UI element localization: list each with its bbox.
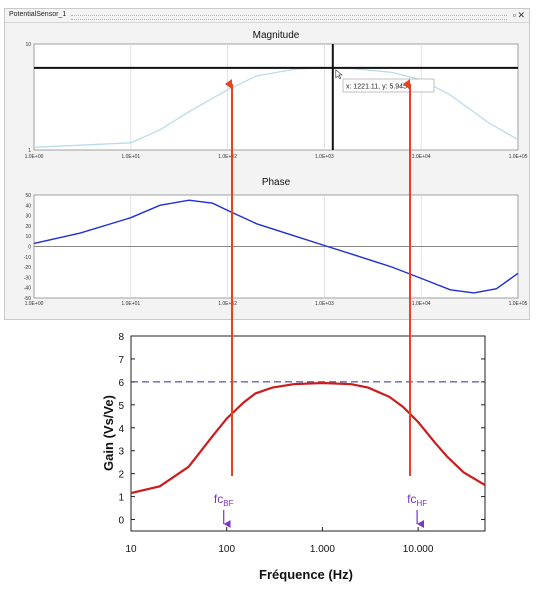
fc-label-subscript: BF <box>223 499 233 508</box>
phase-plot: Phase 1.0E+00 1.0E+01 1.0E+02 1.0E+03 1.0E+0… <box>24 177 528 307</box>
gain-y-tick-label: 2 <box>118 470 124 481</box>
phase-x-tick-label: 1.0E+00 <box>25 301 44 307</box>
fc-label-main: fc <box>214 492 223 506</box>
phase-y-tick-label: 10 <box>25 234 31 240</box>
gain-x-axis-label: Fréquence (Hz) <box>259 567 353 582</box>
close-icon[interactable]: ✕ <box>517 10 525 20</box>
restore-window-icon[interactable]: ▫ <box>512 10 516 20</box>
gain-y-tick-label: 0 <box>118 516 124 527</box>
gain-plot-frame <box>130 335 486 532</box>
phase-x-tick-label: 1.0E+01 <box>121 301 140 307</box>
phase-y-tick-label: 0 <box>28 245 31 251</box>
cursor-tooltip: x: 1221.11, y: 5.9455 <box>342 78 435 93</box>
phase-y-tick-label: 20 <box>25 224 31 230</box>
gain-y-tick-label: 5 <box>118 401 124 412</box>
drag-grip[interactable] <box>71 15 507 20</box>
phase-y-tick-label: 40 <box>25 203 31 209</box>
phase-y-tick-label: 30 <box>25 214 31 220</box>
gain-y-axis-label: Gain (Vs/Ve) <box>101 395 116 471</box>
fc-label: fcBF <box>214 492 234 508</box>
gain-series-line <box>130 381 486 495</box>
phase-x-tick-label: 1.0E+04 <box>412 301 431 307</box>
phase-x-tick-label: 1.0E+03 <box>315 301 334 307</box>
magnitude-x-tick-label: 1.0E+02 <box>218 154 237 160</box>
magnitude-x-tick-label: 1.0E+01 <box>121 154 140 160</box>
phase-y-tick-label: -50 <box>24 296 31 302</box>
phase-series-line <box>33 199 519 294</box>
gain-y-tick-label: 4 <box>118 424 124 435</box>
gain-y-tick-label: 8 <box>118 332 124 343</box>
magnitude-x-tick-label: 1.0E+03 <box>315 154 334 160</box>
phase-y-tick-label: -40 <box>24 286 31 292</box>
annotation-arrows <box>225 79 411 476</box>
phase-y-tick-label: -10 <box>24 255 31 261</box>
magnitude-plot-area <box>33 43 519 151</box>
gain-x-tick-label: 1.000 <box>310 544 335 555</box>
fc-label-main: fc <box>407 492 416 506</box>
fc-label: fcHF <box>407 492 427 508</box>
phase-x-tick-label: 1.0E+02 <box>218 301 237 307</box>
phase-title: Phase <box>262 177 291 188</box>
gain-x-tick-label: 10 <box>125 544 137 555</box>
cursor-tooltip-text: x: 1221.11, y: 5.9455 <box>346 84 411 91</box>
gain-x-tick-label: 10.000 <box>403 544 434 555</box>
phase-y-tick-label: -30 <box>24 275 31 281</box>
phase-y-tick-label: -20 <box>24 265 31 271</box>
mouse-pointer-icon <box>335 69 343 80</box>
fc-label-subscript: HF <box>416 499 427 508</box>
magnitude-plot: Magnitude 1.0E+00 1.0E+01 1.0E+02 1.0E+03 1.… <box>25 30 528 160</box>
gain-y-tick-label: 7 <box>118 355 124 366</box>
gain-y-tick-label: 3 <box>118 447 124 458</box>
magnitude-title: Magnitude <box>253 30 300 41</box>
magnitude-y-tick-label: 1 <box>28 148 31 154</box>
panel-titlebar[interactable]: PotentialSensor_1 ▫ ✕ <box>5 9 529 23</box>
magnitude-x-tick-label: 1.0E+04 <box>412 154 431 160</box>
gain-x-tick-label: 100 <box>218 544 235 555</box>
gain-y-tick-label: 6 <box>118 378 124 389</box>
magnitude-y-tick-label: 10 <box>25 42 31 48</box>
panel-title: PotentialSensor_1 <box>9 11 67 18</box>
magnitude-x-tick-label: 1.0E+05 <box>509 154 528 160</box>
gain-y-tick-label: 1 <box>118 493 124 504</box>
phase-y-tick-label: 50 <box>25 193 31 199</box>
phase-x-tick-label: 1.0E+05 <box>509 301 528 307</box>
magnitude-x-tick-label: 1.0E+00 <box>25 154 44 160</box>
crosshair-cursor[interactable] <box>34 44 518 150</box>
